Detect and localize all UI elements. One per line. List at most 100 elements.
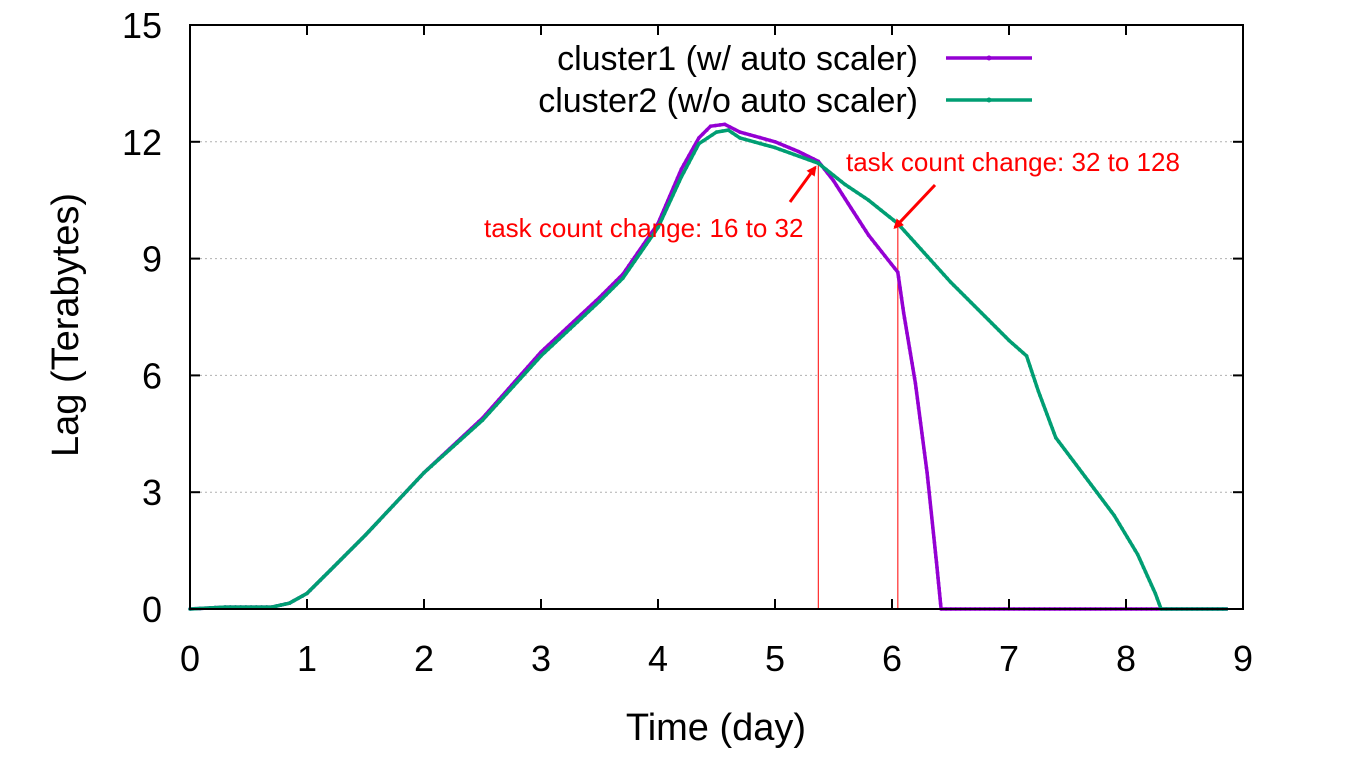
series-1-point — [753, 134, 757, 138]
series-line-2 — [189, 128, 1228, 611]
series-2-point — [518, 376, 523, 381]
series-2-point — [292, 598, 296, 603]
annotation-arrow-1 — [788, 165, 817, 203]
series-2-point — [831, 173, 836, 178]
series-2-point — [1086, 478, 1090, 483]
series-2-point — [1092, 486, 1096, 491]
series-2-point — [806, 158, 811, 162]
series-1-point — [916, 406, 921, 410]
series-1-point — [933, 545, 937, 550]
series-2-point — [342, 554, 347, 558]
series-2-point — [883, 211, 888, 216]
series-2-point — [539, 354, 543, 358]
series-1-point — [930, 515, 934, 520]
series-2-point — [653, 229, 657, 234]
series-2-point — [501, 395, 505, 400]
series-2-point — [564, 330, 569, 334]
series-2-point — [335, 561, 340, 565]
series-2-point — [436, 457, 441, 462]
series-1-point — [900, 301, 904, 305]
x-tick-label-9: 9 — [1233, 638, 1253, 679]
series-2-point — [635, 255, 640, 259]
series-1-point — [763, 137, 767, 141]
series-1-point — [935, 570, 940, 575]
series-2-point — [919, 247, 923, 251]
series-2-point — [938, 269, 943, 273]
series-1-point — [852, 210, 856, 215]
series-2-point — [401, 492, 406, 497]
series-2-point — [797, 154, 801, 159]
series-2-point — [647, 238, 651, 242]
series-2-point — [1007, 338, 1011, 343]
series-2-point — [922, 251, 926, 255]
series-2-point — [550, 343, 554, 348]
series-2-point — [942, 272, 946, 277]
x-tick-label-2: 2 — [414, 638, 434, 679]
series-2-point — [328, 568, 333, 572]
series-2-point — [1137, 557, 1142, 561]
grid-layer — [190, 141, 1243, 493]
series-2-point — [862, 195, 867, 200]
y-axis-title: Lag (Terabytes) — [45, 193, 87, 457]
series-2-point — [671, 193, 675, 197]
legend-marker-2 — [986, 97, 992, 103]
series-1-point — [910, 361, 914, 366]
series-2-point — [508, 388, 512, 392]
series-1-point — [930, 520, 935, 525]
series-2-point — [1095, 490, 1099, 495]
series-2-point — [1068, 455, 1073, 460]
series-2-point — [504, 391, 509, 396]
series-1-point — [728, 125, 732, 129]
series-2-point — [315, 581, 319, 586]
series-2-point — [1041, 403, 1046, 407]
series-2-point — [1071, 459, 1076, 463]
series-2-point — [458, 438, 463, 442]
series-2-point — [644, 242, 649, 247]
series-2-point — [579, 316, 583, 321]
series-1-point — [858, 219, 862, 224]
series-2-point — [597, 299, 602, 304]
series-2-point — [627, 267, 631, 272]
series-2-point — [1031, 374, 1035, 378]
series-2-point — [332, 564, 336, 569]
series-2-point — [1103, 502, 1108, 506]
series-2-point — [440, 454, 445, 459]
series-1-point — [682, 162, 686, 167]
series-2-point — [546, 347, 551, 351]
series-2-point — [377, 518, 382, 523]
series-2-point — [274, 604, 279, 608]
series-1-point — [849, 206, 853, 210]
series-2-point — [1052, 431, 1056, 435]
series-2-point — [349, 547, 354, 551]
series-1-point — [911, 366, 915, 371]
x-tick-label-5: 5 — [765, 638, 785, 679]
series-1-point — [675, 176, 680, 180]
series-2-point — [535, 357, 540, 362]
series-1-point — [928, 500, 932, 505]
series-2-point — [553, 340, 558, 345]
series-1-point — [920, 431, 924, 435]
series-2-point — [962, 293, 967, 298]
series-2-point — [480, 418, 485, 423]
legend-label-2: cluster2 (w/o auto scaler) — [538, 82, 918, 120]
series-2-point — [1130, 544, 1135, 548]
series-1-point — [899, 290, 903, 295]
series-1-point — [684, 158, 689, 162]
series-2-point — [835, 176, 840, 181]
series-2-point — [959, 290, 963, 295]
series-2-point — [497, 399, 502, 404]
series-1-point — [909, 356, 913, 361]
series-1-point — [722, 122, 727, 127]
series-2-point — [1036, 389, 1041, 393]
series-1-point — [883, 254, 887, 258]
y-tick-label-1: 3 — [142, 472, 162, 513]
series-2-point — [374, 522, 378, 526]
series-2-point — [1153, 591, 1158, 596]
series-2-point — [1000, 331, 1004, 336]
series-2-point — [738, 136, 742, 140]
annotation-text-2: task count change: 32 to 128 — [846, 147, 1180, 177]
series-1-point — [938, 596, 942, 601]
series-2-point — [346, 550, 350, 555]
